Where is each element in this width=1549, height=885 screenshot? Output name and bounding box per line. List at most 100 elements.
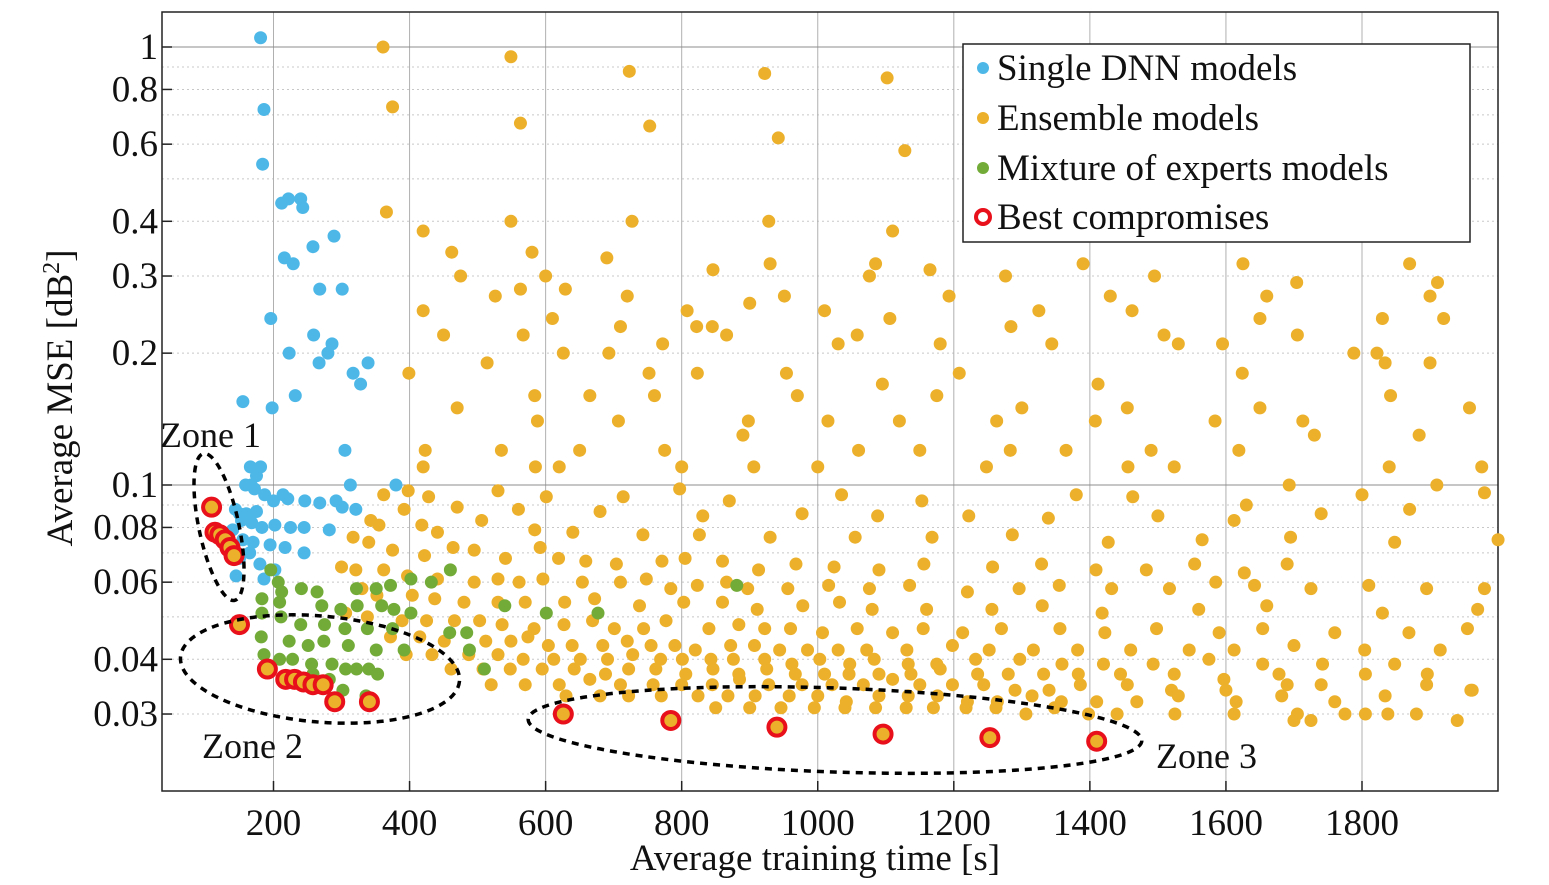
best-compromise-point — [312, 674, 334, 696]
data-point — [354, 377, 368, 391]
data-point — [1239, 498, 1253, 512]
data-point — [286, 652, 300, 666]
data-point — [1358, 643, 1372, 657]
data-point — [616, 490, 630, 504]
y-tick-label: 0.4 — [112, 201, 158, 242]
x-tick-label: 1200 — [917, 803, 991, 844]
data-point — [375, 599, 389, 613]
data-point — [1105, 582, 1119, 596]
data-point — [1146, 657, 1160, 671]
data-point — [1219, 683, 1233, 697]
best-compromise-point — [1086, 730, 1108, 752]
data-point — [450, 500, 464, 514]
data-point — [306, 240, 320, 254]
data-point — [257, 102, 271, 116]
data-point — [789, 557, 803, 571]
data-point — [659, 614, 673, 628]
data-point — [504, 50, 518, 64]
x-tick-label: 600 — [518, 803, 574, 844]
data-point — [913, 443, 927, 457]
data-point — [416, 304, 430, 318]
data-point — [1126, 490, 1140, 504]
data-point — [253, 557, 267, 571]
data-point — [1150, 622, 1164, 636]
data-point — [273, 652, 287, 666]
data-point — [942, 289, 956, 303]
data-point — [654, 689, 668, 703]
data-point — [706, 662, 720, 676]
data-point — [404, 572, 418, 586]
data-point — [265, 401, 279, 415]
data-point — [1227, 513, 1241, 527]
data-point — [1019, 707, 1033, 721]
data-point — [1069, 488, 1083, 502]
data-point — [535, 662, 549, 676]
data-point — [763, 530, 777, 544]
data-point — [923, 263, 937, 277]
data-point — [609, 557, 623, 571]
data-point — [327, 229, 341, 243]
data-point — [677, 595, 691, 609]
data-point — [1465, 683, 1479, 697]
data-point — [369, 643, 383, 657]
legend-entry: Ensemble models — [977, 98, 1259, 139]
y-tick-label: 0.1 — [112, 465, 158, 506]
data-point — [573, 443, 587, 457]
x-axis-label: Average training time [s] — [630, 838, 1000, 879]
data-point — [566, 525, 580, 539]
data-point — [901, 657, 915, 671]
data-point — [601, 652, 615, 666]
data-point — [418, 443, 432, 457]
data-point — [886, 224, 900, 238]
data-point — [275, 196, 289, 210]
data-point — [821, 414, 835, 428]
data-point — [622, 64, 636, 78]
data-point — [1287, 639, 1301, 653]
data-point — [813, 652, 827, 666]
data-point — [297, 546, 311, 560]
data-point — [379, 205, 393, 219]
data-point — [1089, 563, 1103, 577]
data-point — [249, 504, 263, 518]
data-point — [386, 543, 400, 557]
x-tick-label: 800 — [654, 803, 710, 844]
series-ensemble-models — [335, 40, 1505, 727]
data-point — [1167, 460, 1181, 474]
data-point — [862, 582, 876, 596]
best-compromise-point — [256, 658, 278, 680]
data-point — [747, 639, 761, 653]
data-point — [1378, 356, 1392, 370]
legend-label: Mixture of experts models — [997, 148, 1389, 189]
data-point — [484, 678, 498, 692]
data-point — [724, 639, 738, 653]
data-point — [747, 460, 761, 474]
data-point — [1236, 257, 1250, 271]
data-point — [696, 509, 710, 523]
data-point — [1090, 695, 1104, 709]
data-point — [593, 504, 607, 518]
data-point — [556, 346, 570, 360]
y-tick-label: 0.2 — [112, 333, 158, 374]
data-point — [395, 614, 409, 628]
data-point — [1280, 557, 1294, 571]
data-point — [1188, 557, 1202, 571]
data-point — [647, 389, 661, 403]
data-point — [886, 672, 900, 686]
data-point — [528, 460, 542, 474]
y-tick-label: 0.03 — [93, 694, 158, 735]
data-point — [782, 689, 796, 703]
data-point — [264, 311, 278, 325]
data-point — [271, 575, 285, 589]
data-point — [335, 560, 349, 574]
data-point — [1130, 695, 1144, 709]
data-point — [722, 494, 736, 508]
data-point — [654, 652, 668, 666]
data-point — [1328, 695, 1342, 709]
data-point — [405, 588, 419, 602]
data-point — [831, 337, 845, 351]
data-point — [848, 530, 862, 544]
data-point — [256, 157, 270, 171]
data-point — [1216, 337, 1230, 351]
data-point — [1282, 478, 1296, 492]
data-point — [1358, 667, 1372, 681]
